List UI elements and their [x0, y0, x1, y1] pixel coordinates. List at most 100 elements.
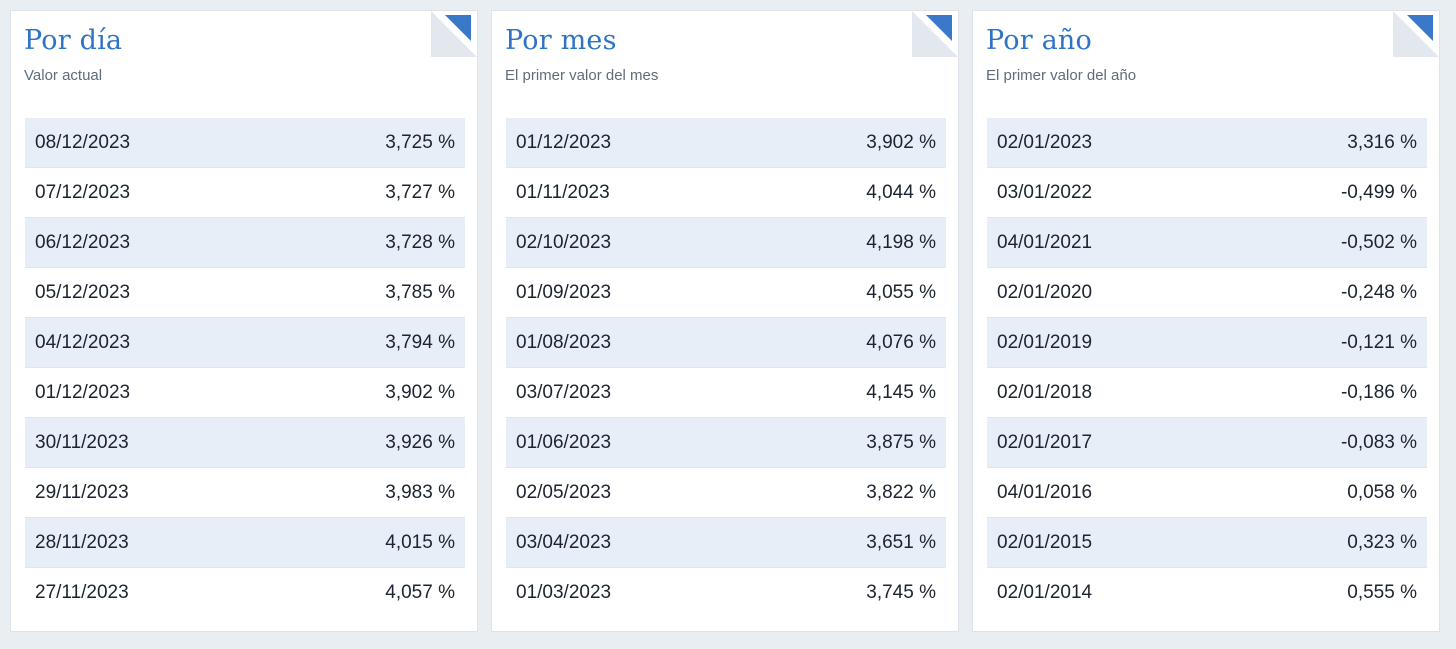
table-row: 01/09/2023 4,055 % [506, 268, 946, 318]
table-row: 03/04/2023 3,651 % [506, 518, 946, 568]
table-row: 27/11/2023 4,057 % [25, 568, 465, 618]
value-cell: 3,785 % [385, 281, 455, 303]
card-title: Por año [986, 25, 1092, 56]
table-row: 03/07/2023 4,145 % [506, 368, 946, 418]
value-cell: -0,502 % [1340, 231, 1417, 253]
table-row: 07/12/2023 3,727 % [25, 168, 465, 218]
date-cell: 01/09/2023 [516, 281, 612, 303]
corner-fold-icon [1393, 11, 1439, 57]
date-cell: 05/12/2023 [35, 281, 131, 303]
table-row: 04/01/2021 -0,502 % [987, 218, 1427, 268]
value-cell: 4,145 % [866, 381, 936, 403]
rates-table: 08/12/2023 3,725 % 07/12/2023 3,727 % 06/1… [25, 118, 465, 618]
value-cell: 3,728 % [385, 231, 455, 253]
date-cell: 02/01/2019 [997, 331, 1093, 353]
table-row: 02/01/2023 3,316 % [987, 118, 1427, 168]
table-row: 02/05/2023 3,822 % [506, 468, 946, 518]
card-subtitle: El primer valor del año [986, 67, 1137, 84]
table-row: 02/10/2023 4,198 % [506, 218, 946, 268]
value-cell: 4,015 % [385, 531, 455, 553]
table-row: 04/12/2023 3,794 % [25, 318, 465, 368]
value-cell: 3,651 % [866, 531, 936, 553]
value-cell: 0,555 % [1347, 582, 1417, 603]
date-cell: 02/05/2023 [516, 481, 612, 503]
date-cell: 01/03/2023 [516, 582, 612, 603]
table-row: 02/01/2017 -0,083 % [987, 418, 1427, 468]
date-cell: 01/12/2023 [516, 131, 612, 153]
card-title: Por día [24, 25, 123, 56]
table-row: 02/01/2014 0,555 % [987, 568, 1427, 618]
date-cell: 02/01/2018 [997, 381, 1093, 403]
date-cell: 28/11/2023 [35, 531, 129, 553]
value-cell: 3,926 % [385, 431, 455, 453]
table-row: 02/01/2015 0,323 % [987, 518, 1427, 568]
rates-table: 01/12/2023 3,902 % 01/11/2023 4,044 % 02/1… [506, 118, 946, 618]
value-cell: 3,902 % [385, 381, 455, 403]
value-cell: -0,083 % [1340, 431, 1417, 453]
value-cell: -0,186 % [1340, 381, 1417, 403]
date-cell: 02/01/2017 [997, 431, 1093, 453]
table-row: 01/06/2023 3,875 % [506, 418, 946, 468]
date-cell: 02/01/2020 [997, 281, 1093, 303]
table-row: 05/12/2023 3,785 % [25, 268, 465, 318]
value-cell: 0,058 % [1347, 481, 1417, 503]
date-cell: 04/12/2023 [35, 331, 131, 353]
date-cell: 03/04/2023 [516, 531, 612, 553]
value-cell: -0,499 % [1340, 181, 1417, 203]
table-row: 02/01/2019 -0,121 % [987, 318, 1427, 368]
card-subtitle: Valor actual [24, 67, 103, 84]
date-cell: 02/01/2015 [997, 531, 1093, 553]
date-cell: 02/01/2014 [997, 582, 1093, 603]
date-cell: 02/01/2023 [997, 131, 1093, 153]
table-row: 06/12/2023 3,728 % [25, 218, 465, 268]
table-row: 30/11/2023 3,926 % [25, 418, 465, 468]
table-row: 01/03/2023 3,745 % [506, 568, 946, 618]
date-cell: 08/12/2023 [35, 131, 131, 153]
date-cell: 01/06/2023 [516, 431, 612, 453]
card-por-dia: Por día Valor actual 08/12/2023 3,725 % 0… [10, 10, 478, 632]
value-cell: 4,198 % [866, 231, 936, 253]
date-cell: 07/12/2023 [35, 181, 131, 203]
date-cell: 30/11/2023 [35, 431, 129, 453]
value-cell: 0,323 % [1347, 531, 1417, 553]
value-cell: 4,076 % [866, 331, 936, 353]
date-cell: 01/12/2023 [35, 381, 131, 403]
date-cell: 06/12/2023 [35, 231, 131, 253]
value-cell: 4,057 % [385, 582, 455, 603]
date-cell: 01/08/2023 [516, 331, 612, 353]
date-cell: 01/11/2023 [516, 181, 610, 203]
date-cell: 02/10/2023 [516, 231, 612, 253]
value-cell: 3,902 % [866, 131, 936, 153]
card-subtitle: El primer valor del mes [505, 67, 659, 84]
date-cell: 04/01/2016 [997, 481, 1093, 503]
value-cell: 3,725 % [385, 131, 455, 153]
rates-table: 02/01/2023 3,316 % 03/01/2022 -0,499 % 04/… [987, 118, 1427, 618]
table-row: 29/11/2023 3,983 % [25, 468, 465, 518]
table-row: 04/01/2016 0,058 % [987, 468, 1427, 518]
value-cell: 3,875 % [866, 431, 936, 453]
table-row: 01/11/2023 4,044 % [506, 168, 946, 218]
table-row: 01/08/2023 4,076 % [506, 318, 946, 368]
value-cell: 3,745 % [866, 582, 936, 603]
table-row: 02/01/2018 -0,186 % [987, 368, 1427, 418]
table-row: 02/01/2020 -0,248 % [987, 268, 1427, 318]
table-row: 01/12/2023 3,902 % [25, 368, 465, 418]
table-row: 03/01/2022 -0,499 % [987, 168, 1427, 218]
value-cell: -0,121 % [1340, 331, 1417, 353]
corner-fold-icon [912, 11, 958, 57]
value-cell: 3,727 % [385, 181, 455, 203]
value-cell: 3,983 % [385, 481, 455, 503]
value-cell: 3,822 % [866, 481, 936, 503]
table-row: 01/12/2023 3,902 % [506, 118, 946, 168]
date-cell: 27/11/2023 [35, 582, 129, 603]
date-cell: 29/11/2023 [35, 481, 129, 503]
value-cell: 3,794 % [385, 331, 455, 353]
card-title: Por mes [505, 25, 617, 56]
table-row: 28/11/2023 4,015 % [25, 518, 465, 568]
value-cell: 4,044 % [866, 181, 936, 203]
value-cell: -0,248 % [1340, 281, 1417, 303]
date-cell: 03/07/2023 [516, 381, 612, 403]
corner-fold-icon [431, 11, 477, 57]
value-cell: 3,316 % [1347, 131, 1417, 153]
